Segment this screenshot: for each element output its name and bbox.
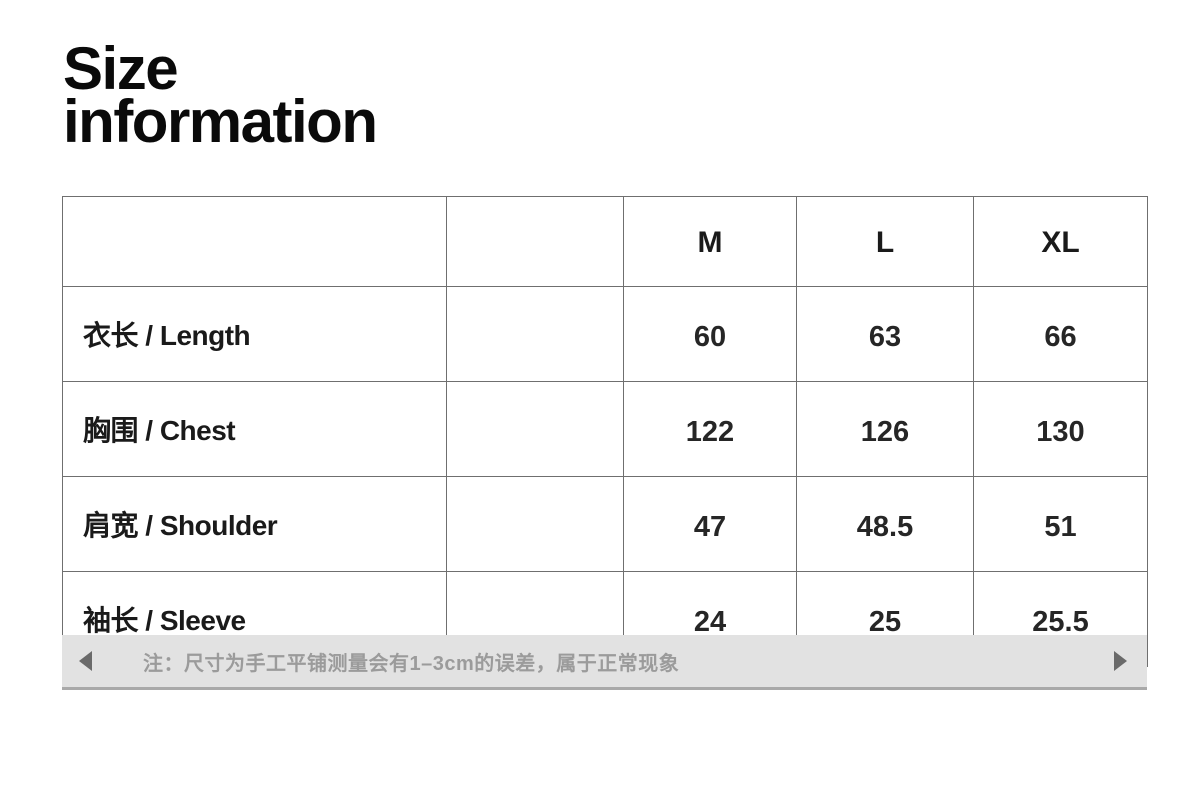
empty-spacer-cell [446, 196, 624, 287]
next-arrow-icon[interactable] [1114, 651, 1127, 671]
shoulder-xl-value: 51 [973, 476, 1148, 572]
table-header-row: M L XL [62, 196, 1148, 287]
row-label-shoulder: 肩宽 / Shoulder [62, 476, 447, 572]
page-title-line1: Size [63, 35, 179, 102]
page-title: Size information [63, 35, 378, 155]
prev-arrow-icon[interactable] [79, 651, 92, 671]
chest-m-value: 122 [623, 381, 797, 477]
page-title-line2: information [63, 88, 378, 155]
length-l-value: 63 [796, 286, 974, 382]
spacer-cell [446, 286, 624, 382]
length-m-value: 60 [623, 286, 797, 382]
column-header-l: L [796, 196, 974, 287]
note-bar: 注：尺寸为手工平铺测量会有1–3cm的误差，属于正常现象 [62, 635, 1147, 690]
empty-header-cell [62, 196, 447, 287]
shoulder-l-value: 48.5 [796, 476, 974, 572]
shoulder-m-value: 47 [623, 476, 797, 572]
column-header-m: M [623, 196, 797, 287]
measurement-note: 注：尺寸为手工平铺测量会有1–3cm的误差，属于正常现象 [143, 652, 680, 675]
row-label-chest: 胸围 / Chest [62, 381, 447, 477]
table-row-chest: 胸围 / Chest 122 126 130 [62, 381, 1148, 477]
spacer-cell [446, 476, 624, 572]
table-row-length: 衣长 / Length 60 63 66 [62, 286, 1148, 382]
row-label-length: 衣长 / Length [62, 286, 447, 382]
length-xl-value: 66 [973, 286, 1148, 382]
chest-l-value: 126 [796, 381, 974, 477]
column-header-xl: XL [973, 196, 1148, 287]
size-table: M L XL 衣长 / Length 60 63 66 胸围 / Chest 1… [62, 196, 1148, 667]
chest-xl-value: 130 [973, 381, 1148, 477]
spacer-cell [446, 381, 624, 477]
table-row-shoulder: 肩宽 / Shoulder 47 48.5 51 [62, 476, 1148, 572]
